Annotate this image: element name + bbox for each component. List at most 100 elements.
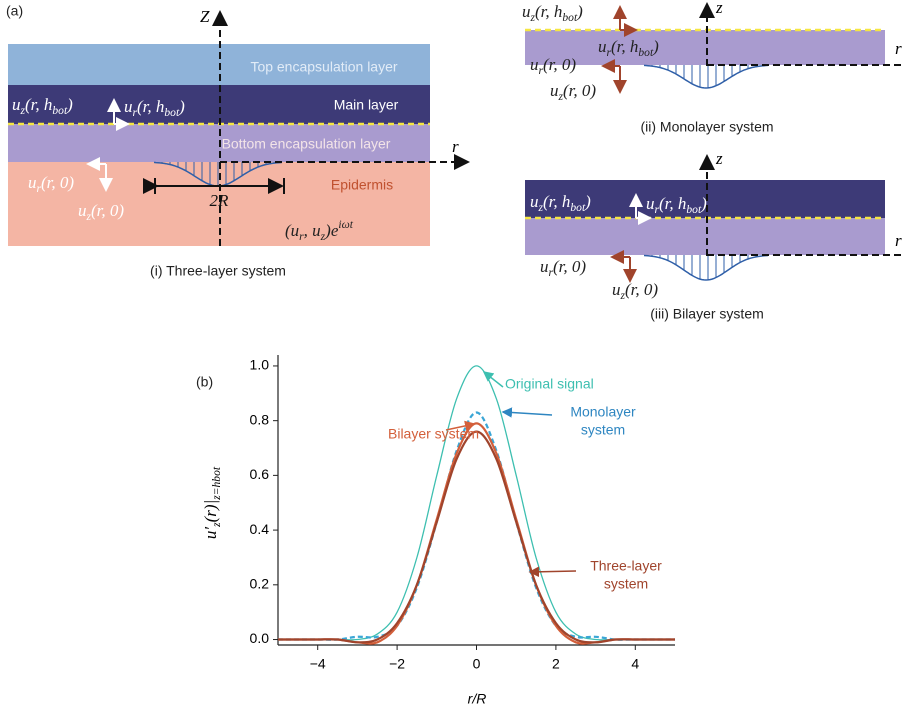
math-part: )e [324,221,339,240]
math-part: u [12,95,21,114]
math-label: uz(r, 0) [78,201,124,223]
math-part: bot [686,203,702,216]
math-part: u [522,2,531,21]
caption: (i) Three-layer system [150,263,286,279]
math-part: u [530,55,539,74]
x-tick-label: 2 [552,656,560,672]
math-label: ur(r, 0) [530,55,576,77]
math-part: u [28,173,37,192]
math-part: u [78,201,87,220]
series-line [277,430,675,644]
math-part: z [210,522,223,528]
math-part: ) [652,37,659,56]
math-part: (r)| [201,500,220,523]
legend-label: system [581,422,625,438]
series-line [277,411,675,641]
math-part: bot [562,11,578,24]
math-part: bot [570,201,586,214]
axis-label: r [452,137,459,156]
layer [525,180,885,218]
math-label: uz(r, 0) [612,280,658,302]
math-part: (r, 0) [553,257,586,276]
math-part: (r, 0) [91,201,124,220]
series-line [277,422,675,645]
math-part: bot [52,104,68,117]
x-axis-label: r/R [468,691,487,707]
y-axis-label: u′z(r)|z=hbot [201,466,223,539]
panel-label: (b) [196,374,213,390]
y-tick-label: 0.6 [250,466,270,482]
x-tick-label: −4 [310,656,326,672]
math-part: r [655,203,660,216]
math-part: u′ [201,527,220,540]
math-part: (r, h [25,95,52,114]
axis-label: r [895,231,902,250]
math-part: (r, h [535,2,562,21]
math-part: z [558,90,564,103]
math-part: r [133,106,138,119]
annotation-arrow [445,420,476,432]
math-part: ) [700,194,707,213]
math-part: (r, h [659,194,686,213]
math-part: z=h [210,481,223,500]
math-part: ) [576,2,583,21]
legend-label: Three-layer [590,558,662,574]
math-label: uz(r, hbot) [530,192,591,214]
math-label: ur(r, hbot) [646,194,707,216]
math-part: u [540,257,549,276]
legend-label: Original signal [505,376,594,392]
math-part: (r, 0) [625,280,658,299]
math-part: r [607,46,612,59]
x-tick-label: −2 [389,656,405,672]
layer-label: Main layer [334,97,399,113]
math-part: iωt [338,218,353,231]
math-part: bot [164,106,180,119]
math-label: uz(r, 0) [550,81,596,103]
dimension-label: 2R [210,191,230,210]
x-tick-label: 0 [473,656,481,672]
math-part: z [620,289,626,302]
y-tick-label: 1.0 [250,357,270,373]
math-label: ur(r, 0) [540,257,586,279]
math-part: r [549,266,554,279]
math-part: ) [584,192,591,211]
axis-label: r [895,39,902,58]
panel-label: (a) [6,3,23,19]
annotation-arrow [528,566,577,578]
layer [525,218,885,255]
math-part: u [646,194,655,213]
monolayer-diagram: z r uz(r, hbot) ur(r, hbot) ur(r, 0) uz(… [522,0,904,103]
layer-label: Top encapsulation layer [250,59,397,75]
math-part: z [538,201,544,214]
legend-label: system [604,576,648,592]
math-part: z [530,11,536,24]
annotation-arrow [482,371,504,388]
math-part: (r, h [611,37,638,56]
math-part: u [530,192,539,211]
layer [525,30,885,65]
math-part: r [299,230,304,243]
math-part: ) [66,95,73,114]
math-label: uz(r, hbot) [522,2,583,24]
math-label: ur(r, hbot) [124,97,185,119]
y-tick-label: 0.0 [250,630,270,646]
axis-label: Z [200,7,210,26]
legend-label: Bilayer system [388,426,479,442]
math-part: (r, h [137,97,164,116]
x-tick-label: 4 [631,656,639,672]
math-part: u [550,81,559,100]
chart: (b) r/R u′z(r)|z=hbot 0.0 0.2 0.4 0.6 0.8 1.0… [196,355,675,707]
legend-label: Monolayer [570,404,636,420]
math-label: (ur, uz)eiωt [285,218,354,243]
annotation-arrow [501,407,553,418]
math-label: ur(r, hbot) [598,37,659,59]
axis-label: z [715,0,723,17]
y-tick-label: 0.4 [250,521,270,537]
deformation [643,254,769,281]
math-part: z [20,104,26,117]
axis-label: z [715,149,723,168]
math-part: (r, 0) [563,81,596,100]
math-part: (r, 0) [543,55,576,74]
deformation [643,64,769,89]
